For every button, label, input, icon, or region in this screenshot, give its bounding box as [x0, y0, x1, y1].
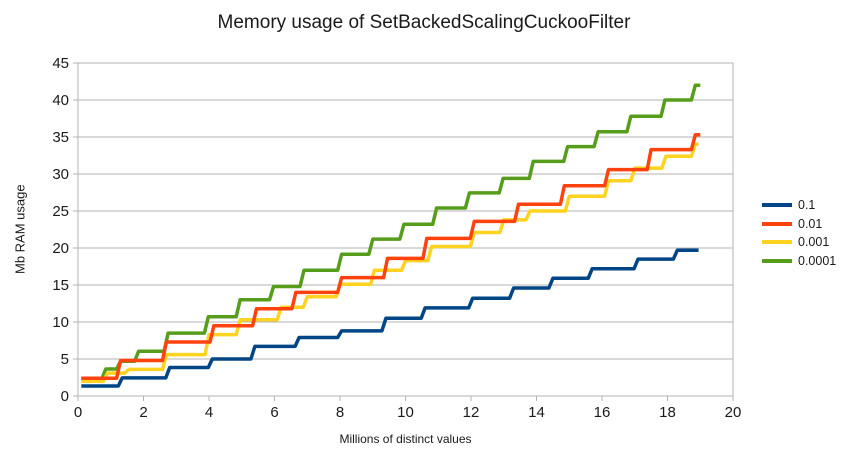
y-tick-label: 10	[52, 314, 69, 331]
legend-label: 0.01	[798, 216, 823, 231]
x-tick-label: 10	[397, 404, 414, 421]
x-tick-label: 18	[659, 404, 676, 421]
x-axis-title: Millions of distinct values	[339, 432, 472, 446]
x-tick-label: 14	[528, 404, 545, 421]
y-tick-label: 30	[52, 166, 69, 183]
x-tick-label: 12	[463, 404, 480, 421]
legend-item-0.001: 0.001	[762, 233, 836, 252]
x-tick-label: 0	[74, 404, 82, 421]
y-tick-label: 35	[52, 129, 69, 146]
legend-swatch-0.1	[762, 203, 792, 208]
legend-item-0.01: 0.01	[762, 215, 836, 234]
legend-item-0.1: 0.1	[762, 196, 836, 215]
x-tick-label: 20	[725, 404, 742, 421]
legend-swatch-0.001	[762, 240, 792, 245]
legend-label: 0.001	[798, 235, 830, 249]
series-line-0.01	[81, 133, 701, 380]
legend-swatch-0.0001	[762, 258, 792, 263]
legend: 0.1 0.01 0.001 0.0001	[762, 196, 836, 270]
x-tick-label: 2	[139, 404, 147, 421]
y-tick-label: 15	[52, 277, 69, 294]
legend-item-0.0001: 0.0001	[762, 252, 836, 271]
series-line-0.001	[81, 142, 699, 383]
x-tick-label: 4	[205, 404, 213, 421]
y-tick-label: 0	[61, 388, 69, 405]
y-tick-label: 45	[52, 55, 69, 72]
legend-swatch-0.01	[762, 221, 792, 226]
y-tick-label: 25	[52, 203, 69, 220]
legend-label: 0.0001	[798, 253, 837, 268]
y-tick-label: 40	[52, 92, 69, 109]
y-axis-title: Mb RAM usage	[12, 184, 28, 275]
series-line-0.1	[81, 248, 699, 388]
x-tick-label: 16	[594, 404, 611, 421]
x-tick-label: 6	[270, 404, 278, 421]
x-tick-label: 8	[336, 404, 344, 421]
series-line-0.0001	[81, 83, 701, 381]
y-tick-label: 5	[61, 351, 69, 368]
legend-label: 0.1	[798, 198, 816, 212]
y-tick-label: 20	[52, 240, 69, 257]
chart-title: Memory usage of SetBackedScalingCuckooFi…	[217, 12, 631, 33]
